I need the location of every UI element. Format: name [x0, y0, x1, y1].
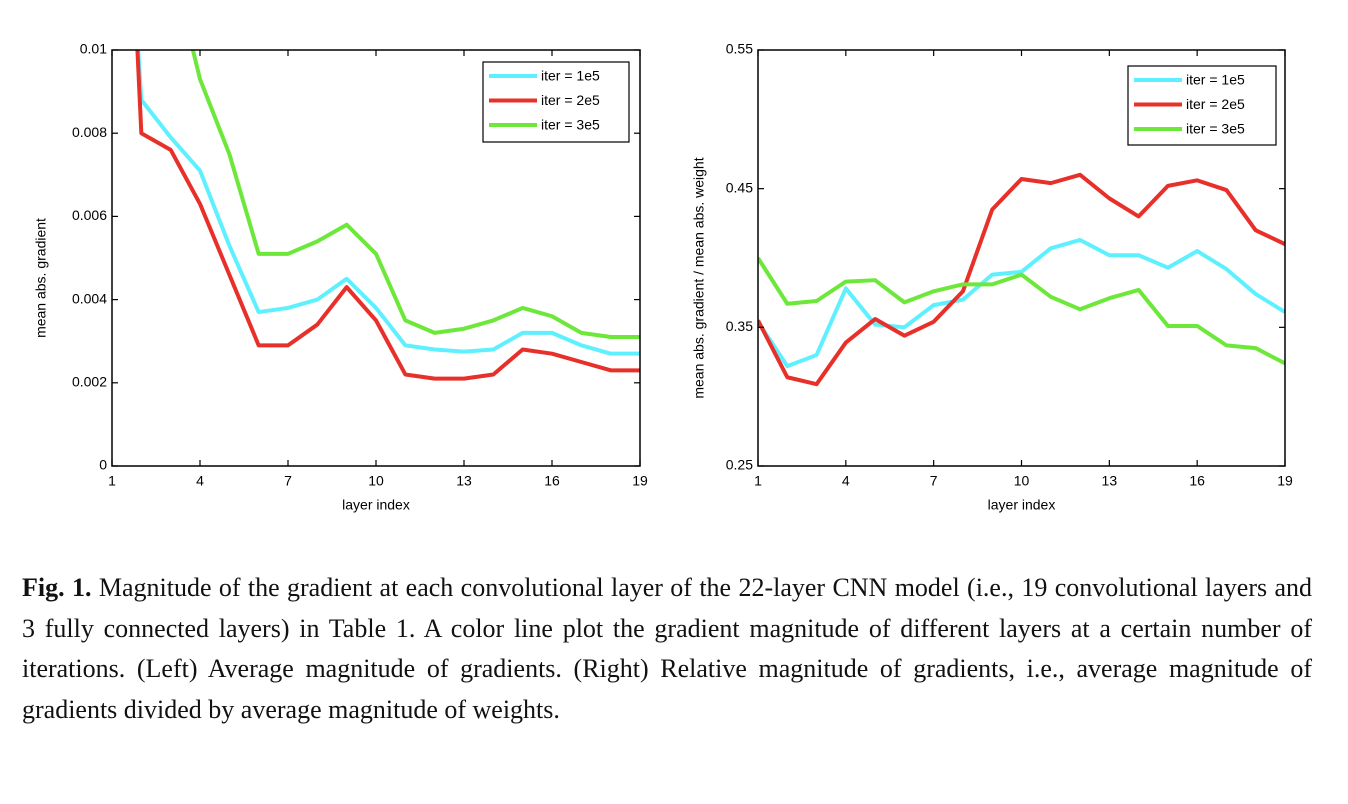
legend-label: iter = 2e5	[1186, 96, 1245, 112]
x-tick-label: 4	[842, 473, 850, 489]
legend-label: iter = 3e5	[1186, 121, 1245, 137]
legend-label: iter = 2e5	[541, 92, 600, 108]
x-tick-label: 10	[1014, 473, 1030, 489]
data-line	[190, 50, 640, 340]
data-line	[758, 172, 1285, 387]
caption-text: Magnitude of the gradient at each convol…	[22, 573, 1313, 724]
x-tick-label: 1	[754, 473, 762, 489]
data-line	[758, 237, 1285, 369]
data-line	[758, 256, 1285, 366]
x-tick-label: 13	[456, 473, 472, 489]
x-tick-label: 19	[632, 473, 648, 489]
y-tick-label: 0.002	[72, 374, 107, 390]
x-tick-label: 7	[930, 473, 938, 489]
legend-label: iter = 3e5	[541, 117, 600, 133]
x-tick-label: 10	[368, 473, 384, 489]
legend-label: iter = 1e5	[1186, 72, 1245, 88]
y-tick-label: 0.55	[726, 41, 753, 57]
y-axis-label: mean abs. gradient	[33, 218, 49, 338]
x-tick-label: 16	[1189, 473, 1205, 489]
y-axis-label: mean abs. gradient / mean abs. weight	[691, 157, 707, 398]
x-tick-label: 16	[544, 473, 560, 489]
y-tick-label: 0.008	[72, 124, 107, 140]
y-tick-label: 0.006	[72, 207, 107, 223]
x-axis-label: layer index	[342, 497, 410, 513]
legend-label: iter = 1e5	[541, 68, 600, 84]
x-tick-label: 4	[196, 473, 204, 489]
caption-label: Fig. 1.	[22, 573, 92, 602]
figure: 1 4 7 10 13 16 19 0 0.002 0.004 0.006 0.008 0.01 laye…	[33, 41, 1293, 513]
x-axis-label: layer index	[988, 497, 1056, 513]
data-line	[136, 50, 640, 356]
y-tick-label: 0.01	[80, 41, 107, 57]
x-tick-label: 1	[108, 473, 116, 489]
x-tick-label: 13	[1102, 473, 1118, 489]
caption: Fig. 1. Magnitude of the gradient at eac…	[22, 568, 1312, 730]
data-line	[135, 50, 640, 381]
x-tick-label: 19	[1277, 473, 1293, 489]
x-tick-label: 7	[284, 473, 292, 489]
y-tick-label: 0.45	[726, 179, 753, 195]
y-tick-label: 0.004	[72, 290, 107, 306]
y-tick-label: 0	[99, 457, 107, 473]
chart: 1 4 7 10 13 16 19 0.25 0.35 0.45 0.55 layer index me…	[691, 41, 1293, 513]
y-tick-label: 0.25	[726, 457, 753, 473]
y-tick-label: 0.35	[726, 318, 753, 334]
chart: 1 4 7 10 13 16 19 0 0.002 0.004 0.006 0.008 0.01 laye…	[33, 41, 648, 513]
